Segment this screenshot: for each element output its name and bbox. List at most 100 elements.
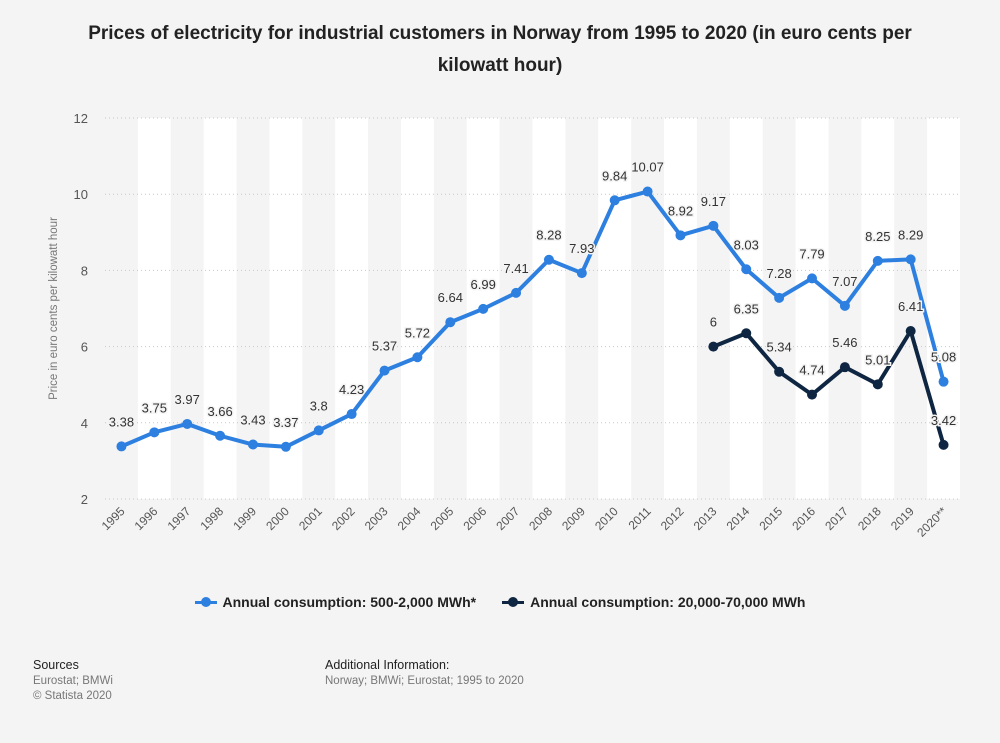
column-band [729,118,763,499]
data-point [839,362,850,373]
data-point [642,186,653,197]
data-point [215,430,226,441]
data-label: 8.92 [668,203,693,218]
data-label: 6.35 [734,301,759,316]
data-label: 5.08 [931,350,956,365]
data-label: 5.72 [405,325,430,340]
data-label: 4.23 [339,382,364,397]
data-point [938,439,949,450]
data-label: 5.46 [832,335,857,350]
data-label: 6.99 [471,277,496,292]
data-label: 3.37 [273,415,298,430]
column-band [795,118,829,499]
data-point [708,341,719,352]
data-point [346,409,357,420]
additional-info-text: Norway; BMWi; Eurostat; 1995 to 2020 [325,675,524,687]
copyright-text: © Statista 2020 [33,690,112,702]
data-point [807,273,818,284]
x-tick-label: 2015 [756,504,785,533]
data-point [149,427,160,438]
data-point [609,195,620,206]
x-tick-label: 2007 [493,504,522,533]
column-band [861,118,895,499]
x-tick-label: 2017 [822,504,851,533]
data-label: 3.43 [240,413,265,428]
data-point [116,441,127,452]
y-tick-label: 6 [81,340,88,355]
sources-heading: Sources [33,658,79,672]
y-axis-title: Price in euro cents per kilowatt hour [48,217,60,400]
x-tick-label: 2010 [592,504,621,533]
data-point [708,220,719,231]
legend-label-series-1: Annual consumption: 500-2,000 MWh* [222,594,477,610]
data-label: 9.84 [602,168,627,183]
line-chart: 2 4 6 8 10 12 Price in euro cents per kilowatt… [48,111,960,540]
x-tick-label: 2019 [888,504,917,533]
data-label: 3.66 [207,404,232,419]
column-band [664,118,697,499]
column-band [335,118,369,499]
data-point [839,300,850,311]
y-tick-label: 8 [81,263,88,278]
x-tick-label: 2011 [626,504,654,532]
x-tick-label: 1999 [230,504,259,533]
data-point [774,366,785,377]
y-tick-label: 10 [74,187,88,202]
series-line-1 [119,189,946,449]
data-point [412,352,423,363]
data-label: 4.74 [799,363,824,378]
data-point [675,230,686,241]
legend-item-series-2[interactable]: Annual consumption: 20,000-70,000 MWh [502,594,805,610]
column-band [598,118,632,499]
data-label: 5.01 [865,352,890,367]
x-tick-label: 2005 [428,504,457,533]
x-tick-label: 2004 [395,504,424,533]
legend-item-series-1[interactable]: Annual consumption: 500-2,000 MWh* [194,594,477,610]
column-band [400,118,434,499]
x-tick-label: 2020** [914,504,950,540]
data-label: 7.79 [799,246,824,261]
data-point [905,325,916,336]
data-label: 7.28 [766,266,791,281]
x-tick-label: 2001 [296,504,325,533]
data-point [872,379,883,390]
legend-label-series-2: Annual consumption: 20,000-70,000 MWh [530,594,806,610]
data-label: 6.41 [898,299,923,314]
data-point [478,303,489,314]
legend: Annual consumption: 500-2,000 MWh* Annua… [0,594,1000,610]
data-point [182,418,193,429]
data-point [741,328,752,339]
data-label: 5.37 [372,339,397,354]
x-tick-label: 2016 [789,504,818,533]
data-point [543,254,554,265]
column-band [269,118,303,499]
column-band [532,118,566,499]
column-band [203,118,237,499]
additional-info-block: Additional Information: Norway; BMWi; Eu… [325,658,524,689]
x-tick-label: 2006 [461,504,490,533]
column-band [927,118,960,499]
data-point [511,287,522,298]
x-tick-label: 2002 [329,504,358,533]
x-tick-label: 2000 [263,504,292,533]
x-tick-label: 2018 [855,504,884,533]
x-tick-label: 1998 [197,504,226,533]
legend-marker-series-2 [502,596,525,608]
data-label: 8.28 [536,228,561,243]
data-point [905,254,916,265]
data-label: 8.03 [734,237,759,252]
data-label: 7.41 [503,261,528,276]
x-tick-label: 2012 [658,504,687,533]
data-label: 9.17 [701,194,726,209]
sources-block: Sources Eurostat; BMWi © Statista 2020 [33,658,113,704]
data-label: 7.93 [569,241,594,256]
chart-title: Prices of electricity for industrial cus… [88,23,912,76]
additional-info-heading: Additional Information: [325,658,450,672]
series-line-2 [711,328,946,447]
x-tick-label: 2009 [559,504,588,533]
data-point [379,365,390,376]
data-label: 6.64 [438,290,463,305]
x-tick-label: 1997 [165,504,194,533]
data-label: 8.29 [898,227,923,242]
x-tick-label: 2003 [362,504,391,533]
